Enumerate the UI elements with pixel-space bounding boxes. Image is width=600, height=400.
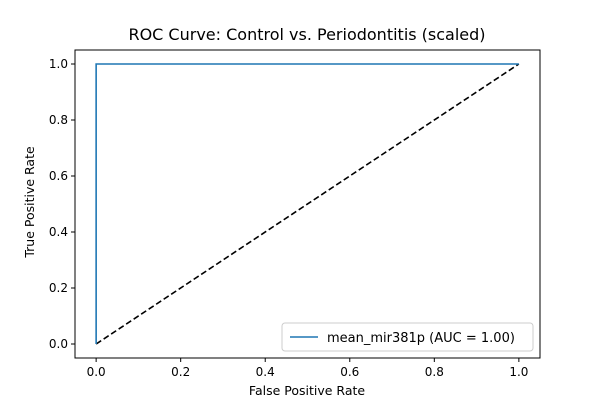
plot-frame <box>74 49 541 359</box>
legend-label: mean_mir381p (AUC = 1.00) <box>327 331 515 346</box>
chance-line <box>95 63 520 345</box>
y-tick-label: 0.0 <box>49 337 68 351</box>
x-axis-label: False Positive Rate <box>249 383 365 398</box>
y-tick-label: 0.8 <box>49 113 68 127</box>
chart-title: ROC Curve: Control vs. Periodontitis (sc… <box>128 25 485 44</box>
y-axis: 0.0 0.2 0.4 0.6 0.8 1.0 <box>49 57 75 351</box>
x-tick-label: 0.6 <box>340 365 359 379</box>
y-axis-label: True Positive Rate <box>22 146 37 259</box>
legend-box <box>281 322 534 352</box>
roc-curve-line <box>95 63 519 344</box>
y-tick-label: 0.6 <box>49 169 68 183</box>
x-axis: 0.0 0.2 0.4 0.6 0.8 1.0 <box>87 358 528 379</box>
x-tick-label: 0.2 <box>171 365 190 379</box>
plot-content <box>95 63 520 345</box>
legend: mean_mir381p (AUC = 1.00) <box>281 322 534 352</box>
y-tick-label: 0.4 <box>49 225 68 239</box>
x-tick-label: 0.4 <box>256 365 275 379</box>
y-tick-label: 1.0 <box>49 57 68 71</box>
x-tick-label: 0.0 <box>87 365 106 379</box>
x-tick-label: 0.8 <box>425 365 444 379</box>
x-tick-label: 1.0 <box>509 365 528 379</box>
y-tick-label: 0.2 <box>49 281 68 295</box>
